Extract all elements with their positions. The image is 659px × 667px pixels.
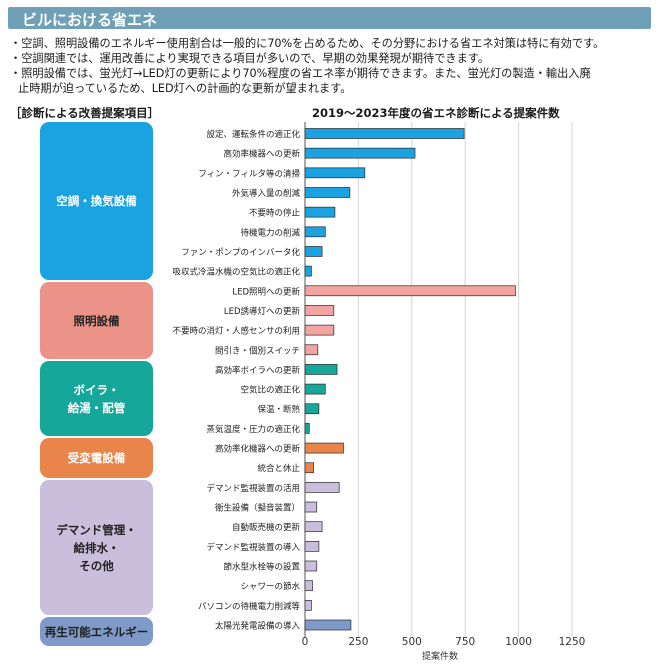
x-tick-label: 1250 — [559, 636, 586, 648]
x-tick-label: 1000 — [505, 636, 532, 648]
bar-category-label: シャワーの節水 — [240, 581, 300, 592]
bar-category-label: 吸収式冷温水機の空気比の適正化 — [172, 267, 300, 278]
bar-category-label: 高効率ボイラへの更新 — [215, 365, 301, 376]
bar-category-label: 不要時の停止 — [249, 208, 301, 219]
category-renewable: 再生可能エネルギー — [40, 617, 153, 646]
bar — [304, 541, 320, 552]
bar-category-label: ファン・ポンプのインバータ化 — [181, 247, 300, 258]
category-substation: 受変電設備 — [40, 438, 153, 478]
bar — [304, 147, 416, 159]
bar-category-label: 衛生設備（擬音装置） — [215, 503, 300, 514]
bar — [304, 442, 344, 454]
bar-category-label: 統合と休止 — [257, 463, 300, 474]
bar-category-label: 自動販売機の更新 — [232, 522, 301, 533]
bar — [304, 521, 323, 533]
bar-category-label: LED誘導灯への更新 — [224, 306, 301, 317]
x-tick-label: 250 — [348, 636, 368, 648]
bullet-item: ・照明設備では、蛍光灯→LED灯の更新により70%程度の省エネ率が期待できます。… — [10, 67, 591, 80]
bar — [304, 324, 335, 336]
title-bar: ビルにおける省エネ — [8, 7, 651, 29]
x-tick-label: 0 — [302, 636, 309, 648]
bar — [304, 128, 465, 139]
bar-category-label: デマンド監視装置の活用 — [206, 483, 300, 494]
section-title-items: ［診断による改善提案項目］ — [10, 106, 160, 120]
bar-category-label: LED照明への更新 — [232, 286, 300, 297]
bar — [304, 364, 338, 375]
page-title: ビルにおける省エネ — [22, 11, 158, 29]
bar-category-label: パソコンの待機電力削減等 — [198, 601, 301, 612]
x-axis-label: 提案件数 — [422, 650, 458, 662]
bullet-item: ・空調関連では、運用改善により実現できる項目が多いので、早期の効果発現が期待でき… — [10, 52, 490, 65]
bullet-item: 止時期が迫っているため、LED灯への計画的な更新が望まれます。 — [18, 82, 352, 95]
bar — [304, 580, 313, 592]
bar-category-label: 蒸気温度・圧力の適正化 — [206, 424, 300, 435]
bar — [304, 246, 323, 257]
bar-category-label: 高効率化機器への更新 — [215, 444, 301, 455]
bullet-list: ・空調、照明設備のエネルギー使用割合は一般的に70%を占めるため、その分野におけ… — [10, 36, 650, 96]
bar — [304, 265, 312, 277]
category-lighting: 照明設備 — [40, 282, 153, 359]
bar-category-label: 太陽光発電設備の導入 — [215, 621, 301, 632]
bullet-item: ・空調、照明設備のエネルギー使用割合は一般的に70%を占めるため、その分野におけ… — [10, 37, 605, 50]
bar-category-label: 空気比の適正化 — [240, 385, 300, 396]
bar — [304, 482, 340, 493]
bar — [304, 226, 326, 238]
bar-category-label: 外気導入量の削減 — [232, 188, 301, 199]
bar-category-label: デマンド監視装置の導入 — [206, 542, 300, 553]
bar — [304, 560, 318, 572]
section-title-chart: 2019～2023年度の省エネ診断による提案件数 — [312, 106, 560, 120]
bar-category-label: 待機電力の削減 — [240, 227, 300, 238]
category-demand: デマンド管理・ 給排水・ その他 — [40, 480, 153, 615]
bar — [304, 403, 320, 415]
category-boiler: ボイラ・ 給湯・配管 — [40, 361, 153, 436]
bar — [304, 206, 336, 218]
bar — [304, 383, 326, 395]
bar — [304, 305, 335, 316]
x-tick-label: 750 — [455, 636, 475, 648]
bar-category-label: 節水型水栓等の設置 — [223, 562, 300, 573]
bar — [304, 619, 352, 631]
bar — [304, 599, 312, 611]
bar — [304, 187, 351, 198]
bar-category-label: フィン・フィルタ等の清掃 — [198, 168, 300, 179]
bar — [304, 285, 516, 297]
bar-category-label: 間引き・個別スイッチ — [215, 345, 300, 356]
bar — [304, 462, 314, 474]
bar-category-label: 高効率機器への更新 — [223, 149, 300, 160]
category-hvac: 空調・換気設備 — [40, 122, 153, 280]
bar — [304, 423, 310, 434]
bar — [304, 167, 366, 179]
bar-category-label: 保温・断熱 — [257, 404, 300, 415]
bar — [304, 344, 319, 356]
x-tick-label: 500 — [402, 636, 422, 648]
bar-category-label: 不要時の消灯・人感センサの利用 — [172, 326, 300, 337]
bar-category-label: 設定、運転条件の適正化 — [206, 129, 300, 140]
bar — [304, 501, 318, 513]
